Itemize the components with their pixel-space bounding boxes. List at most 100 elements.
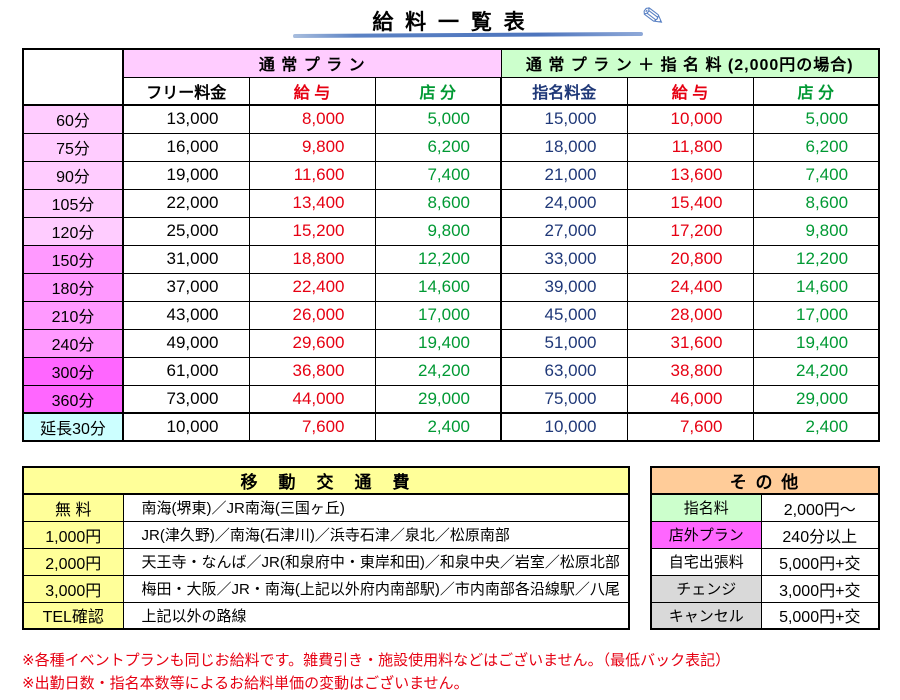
row-label: 75分 — [22, 132, 124, 162]
value-cell: 19,400 — [752, 328, 880, 358]
others-item-value: 5,000円+交 — [760, 601, 880, 630]
footer-notes: ※各種イベントプランも同じお給料です。雑費引き・施設使用料などはございません。（… — [22, 649, 730, 695]
value-cell: 73,000 — [122, 384, 250, 414]
value-cell: 45,000 — [500, 300, 628, 330]
others-row: チェンジ 3,000円+交 — [650, 574, 880, 603]
others-item-label: 店外プラン — [650, 520, 762, 549]
value-cell: 51,000 — [500, 328, 628, 358]
value-cell: 7,400 — [752, 160, 880, 190]
value-cell: 12,200 — [374, 244, 502, 274]
table-row: 105分 22,000 13,400 8,600 24,000 15,400 8,600 — [22, 188, 880, 218]
transport-fee-table: 移 動 交 通 費 無 料南海(堺東)／JR南海(三国ヶ丘) 1,000円 JR(津… — [22, 466, 630, 630]
value-cell: 6,200 — [374, 132, 502, 162]
page-title: 給 料 一 覧 表 — [372, 11, 528, 34]
value-cell: 33,000 — [500, 244, 628, 274]
row-label: 180分 — [22, 272, 124, 302]
salary-table: 通 常 プ ラ ン 通 常 プ ラ ン ＋ 指 名 料 (2,000円の場合) … — [22, 48, 881, 442]
others-row: キャンセル 5,000円+交 — [650, 601, 880, 630]
value-cell: 9,800 — [752, 216, 880, 246]
value-cell: 13,400 — [248, 188, 376, 218]
value-cell: 10,000 — [626, 104, 754, 134]
column-header: フリー料金 — [122, 76, 250, 106]
value-cell: 31,600 — [626, 328, 754, 358]
transport-route: 梅田・大阪／JR・南海(上記以外府内南部駅)／市内南部各沿線駅／八尾 — [122, 574, 630, 603]
value-cell: 17,000 — [752, 300, 880, 330]
value-cell: 29,600 — [248, 328, 376, 358]
group-header-normal-plan: 通 常 プ ラ ン — [122, 48, 502, 78]
value-cell: 24,200 — [374, 356, 502, 386]
transport-row: TEL確認 上記以外の路線 — [22, 601, 630, 630]
corner-cell — [22, 48, 124, 106]
value-cell: 19,000 — [122, 160, 250, 190]
table-row: 300分 61,000 36,800 24,200 63,000 38,800 24,200 — [22, 356, 880, 386]
others-item-label: チェンジ — [650, 574, 762, 603]
others-header-row: そ の 他 — [650, 466, 880, 495]
row-label: 90分 — [22, 160, 124, 190]
transport-fee-label: TEL確認 — [22, 601, 124, 630]
value-cell: 19,400 — [374, 328, 502, 358]
transport-row: 無 料南海(堺東)／JR南海(三国ヶ丘) — [22, 493, 630, 522]
value-cell: 16,000 — [122, 132, 250, 162]
others-row: 自宅出張料 5,000円+交 — [650, 547, 880, 576]
value-cell: 10,000 — [500, 412, 628, 442]
value-cell: 15,400 — [626, 188, 754, 218]
table-row: 120分 25,000 15,200 9,800 27,000 17,200 9,800 — [22, 216, 880, 246]
others-row: 指名料 2,000円～ — [650, 493, 880, 522]
value-cell: 27,000 — [500, 216, 628, 246]
row-label: 210分 — [22, 300, 124, 330]
others-item-label: 自宅出張料 — [650, 547, 762, 576]
value-cell: 11,800 — [626, 132, 754, 162]
value-cell: 6,200 — [752, 132, 880, 162]
row-label: 360分 — [22, 384, 124, 414]
value-cell: 75,000 — [500, 384, 628, 414]
value-cell: 15,200 — [248, 216, 376, 246]
table-row: 60分 13,000 8,000 5,000 15,000 10,000 5,000 — [22, 104, 880, 134]
row-label: 300分 — [22, 356, 124, 386]
value-cell: 5,000 — [752, 104, 880, 134]
value-cell: 2,400 — [374, 412, 502, 442]
transport-header-row: 移 動 交 通 費 — [22, 466, 630, 495]
value-cell: 46,000 — [626, 384, 754, 414]
value-cell: 49,000 — [122, 328, 250, 358]
value-cell: 25,000 — [122, 216, 250, 246]
others-item-value: 2,000円～ — [760, 493, 880, 522]
title-underline — [292, 31, 644, 39]
group-header-nomination-plan: 通 常 プ ラ ン ＋ 指 名 料 (2,000円の場合) — [500, 48, 880, 78]
column-header: 指名料金 — [500, 76, 628, 106]
table-row: 150分 31,000 18,800 12,200 33,000 20,800 12,200 — [22, 244, 880, 274]
value-cell: 9,800 — [248, 132, 376, 162]
value-cell: 61,000 — [122, 356, 250, 386]
transport-fee-label: 2,000円 — [22, 547, 124, 576]
row-label: 240分 — [22, 328, 124, 358]
value-cell: 24,200 — [752, 356, 880, 386]
value-cell: 13,600 — [626, 160, 754, 190]
table-row: 180分 37,000 22,400 14,600 39,000 24,400 14,600 — [22, 272, 880, 302]
row-label: 120分 — [22, 216, 124, 246]
value-cell: 21,000 — [500, 160, 628, 190]
transport-row: 1,000円 JR(津久野)／南海(石津川)／浜寺石津／泉北／松原南部 — [22, 520, 630, 549]
table-row: 90分 19,000 11,600 7,400 21,000 13,600 7,400 — [22, 160, 880, 190]
transport-route: 南海(堺東)／JR南海(三国ヶ丘) — [122, 493, 630, 522]
others-item-label: キャンセル — [650, 601, 762, 630]
value-cell: 43,000 — [122, 300, 250, 330]
value-cell: 39,000 — [500, 272, 628, 302]
others-item-label: 指名料 — [650, 493, 762, 522]
others-item-value: 3,000円+交 — [760, 574, 880, 603]
table-row: 240分 49,000 29,600 19,400 51,000 31,600 19,400 — [22, 328, 880, 358]
note-line-1: ※各種イベントプランも同じお給料です。雑費引き・施設使用料などはございません。（… — [22, 652, 731, 669]
transport-table-title: 移 動 交 通 費 — [22, 466, 630, 495]
column-header: 給 与 — [626, 76, 754, 106]
column-header: 給 与 — [248, 76, 376, 106]
value-cell: 36,800 — [248, 356, 376, 386]
row-label: 延長30分 — [22, 412, 124, 442]
table-row: 360分 73,000 44,000 29,000 75,000 46,000 29,000 — [22, 384, 880, 414]
value-cell: 28,000 — [626, 300, 754, 330]
note-line-2: ※出勤日数・指名本数等によるお給料単価の変動はございません。 — [22, 675, 469, 692]
column-header: 店 分 — [374, 76, 502, 106]
transport-fee-label: 1,000円 — [22, 520, 124, 549]
row-label: 60分 — [22, 104, 124, 134]
value-cell: 8,000 — [248, 104, 376, 134]
value-cell: 10,000 — [122, 412, 250, 442]
value-cell: 14,600 — [374, 272, 502, 302]
